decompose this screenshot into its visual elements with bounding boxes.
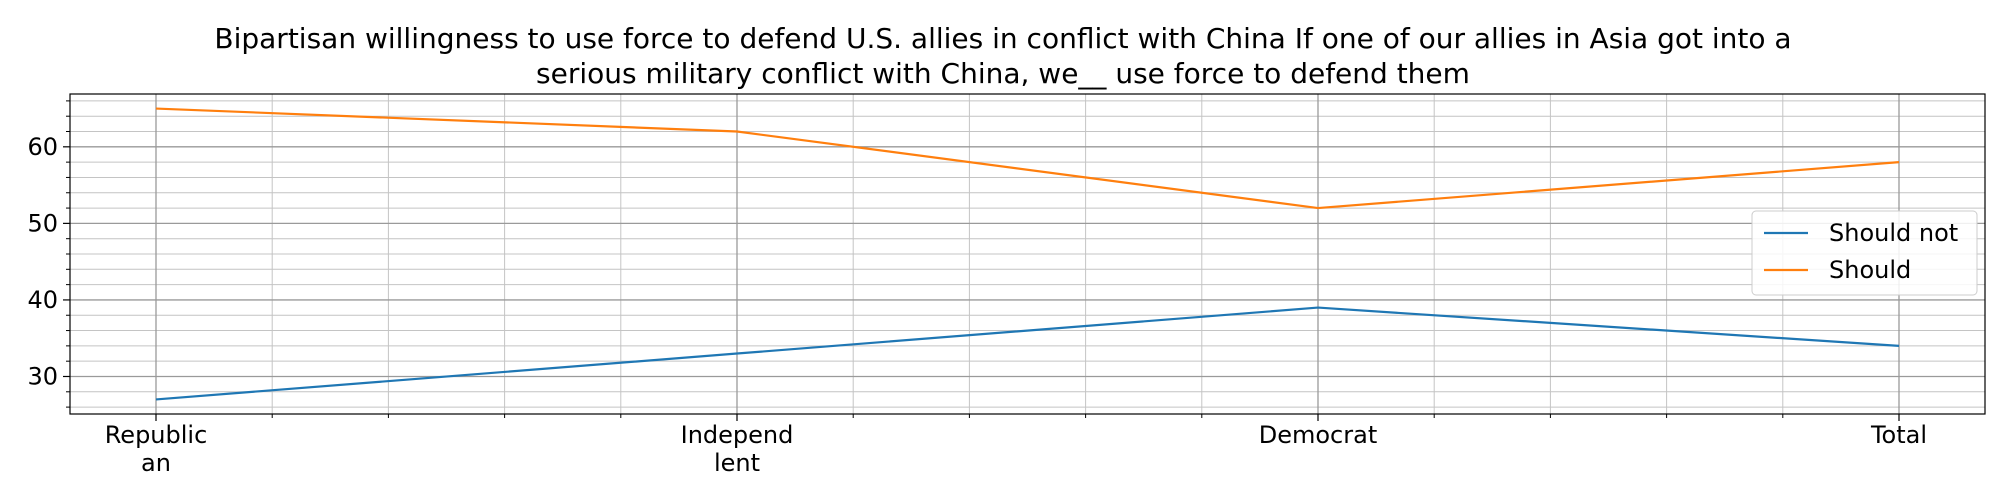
chart-title: Bipartisan willingness to use force to d… xyxy=(214,22,1791,90)
series-line-1 xyxy=(155,107,1900,210)
x-tick-label: Democrat xyxy=(1259,421,1378,449)
y-tick-label: 40 xyxy=(27,286,58,314)
y-tick-label: 30 xyxy=(27,362,58,390)
x-tick-label-line: Independ xyxy=(681,421,794,449)
x-tick-label-line: Democrat xyxy=(1259,421,1378,449)
chart-title-line-1: Bipartisan willingness to use force to d… xyxy=(214,22,1791,55)
y-tick-label: 60 xyxy=(27,133,58,161)
legend-box xyxy=(1751,210,1978,296)
x-tick-label-line: lent xyxy=(714,449,760,477)
x-tick-label: Total xyxy=(1870,421,1927,449)
minor-gridlines xyxy=(70,94,1985,414)
x-axis-tick-labels: Republic an Independ lent Democrat Total xyxy=(105,421,1927,477)
y-axis-tick-labels: 30 40 50 60 xyxy=(27,133,58,391)
legend-label: Should not xyxy=(1829,219,1958,247)
y-tick-label: 50 xyxy=(27,209,58,237)
major-gridlines xyxy=(70,94,1985,414)
legend-label: Should xyxy=(1829,256,1911,284)
x-tick-label-line: Republic xyxy=(105,421,208,449)
chart-title-line-2: serious military conflict with China, we… xyxy=(536,57,1470,90)
legend: Should not Should xyxy=(1751,210,1978,296)
series-lines xyxy=(155,107,1900,401)
axis-ticks xyxy=(63,100,1900,421)
series-line-0 xyxy=(155,306,1900,401)
x-tick-label: Republic an xyxy=(105,421,208,477)
x-tick-label-line: an xyxy=(141,449,171,477)
x-tick-label: Independ lent xyxy=(681,421,794,477)
x-tick-label-line: Total xyxy=(1870,421,1927,449)
